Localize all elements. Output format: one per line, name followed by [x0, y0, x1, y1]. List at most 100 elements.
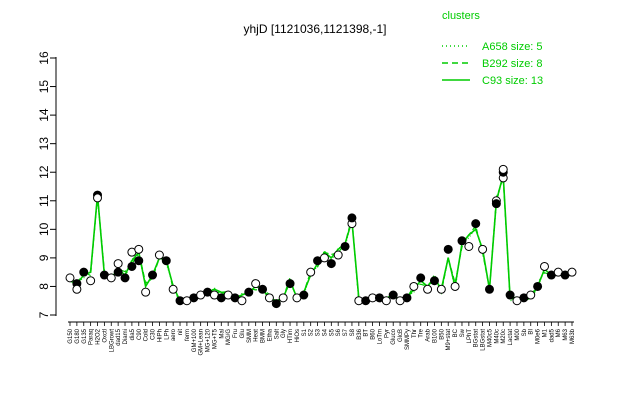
x-tick-label: M20c: [501, 329, 507, 344]
data-point: [505, 290, 515, 300]
x-tick-label: dad5: [549, 328, 555, 342]
data-point: [72, 284, 82, 294]
x-tick-label: LoTm: [377, 329, 383, 344]
x-tick-label: ferm: [185, 329, 191, 341]
data-point: [148, 270, 158, 280]
data-point: [264, 293, 274, 303]
x-tick-label: Heat: [254, 329, 260, 342]
data-point: [478, 244, 488, 254]
x-tick-label: Paraq: [89, 329, 95, 345]
x-tick-label: Mal: [219, 329, 225, 339]
x-tick-label: LPhT: [467, 329, 473, 344]
x-tick-label: G135: [82, 328, 88, 343]
data-point: [79, 267, 89, 277]
data-point: [450, 281, 460, 291]
x-tick-label: LPh: [164, 329, 170, 340]
y-tick-label: 8: [37, 283, 51, 290]
x-tick-label: HiPh: [157, 329, 163, 342]
y-tick-label: 15: [37, 80, 51, 94]
data-point: [347, 213, 357, 223]
y-tick-label: 12: [37, 165, 51, 179]
x-tick-label: S6: [336, 328, 342, 336]
x-tick-label: Sw: [460, 328, 466, 337]
data-point: [113, 267, 123, 277]
x-tick-label: Diami: [123, 329, 129, 344]
data-point: [93, 193, 103, 203]
x-tick-label: M00: [515, 328, 521, 340]
data-point: [271, 299, 281, 309]
data-point: [484, 284, 494, 294]
chart-title: yhjD [1121036,1121398,-1]: [244, 22, 387, 36]
x-tick-label: S4: [322, 328, 328, 336]
x-tick-label: GM+Lean: [199, 329, 205, 356]
data-point: [429, 276, 439, 286]
data-point: [161, 256, 171, 266]
data-point: [340, 241, 350, 251]
x-tick-label: S5: [329, 328, 335, 336]
x-tick-label: M0e6: [536, 328, 542, 344]
x-tick-label: Salt: [274, 329, 280, 340]
x-tick-label: M63: [563, 328, 569, 340]
x-tick-label: G180: [75, 328, 81, 343]
data-point: [319, 253, 329, 263]
x-tick-label: Pyr: [384, 329, 390, 338]
data-point: [457, 236, 467, 246]
x-tick-label: B100: [432, 328, 438, 343]
y-axis-ticks: 7 8 9 10 11 12 13 14 15 16: [37, 51, 56, 318]
data-point: [567, 267, 577, 277]
x-tick-label: B50: [439, 328, 445, 339]
x-tick-label: G150: [68, 328, 74, 343]
x-tick-label: Fru: [233, 329, 239, 338]
x-tick-label: Arab: [426, 328, 432, 341]
x-tick-label: GlcB: [398, 329, 404, 342]
data-point: [491, 199, 501, 209]
data-point: [134, 256, 144, 266]
legend-entry-b292: B292 size: 8: [482, 58, 543, 70]
data-point: [498, 164, 508, 174]
data-point: [65, 273, 75, 283]
x-tick-label: MG+T5: [212, 328, 218, 349]
y-tick-label: 9: [37, 254, 51, 261]
data-point: [436, 284, 446, 294]
data-point: [127, 261, 137, 271]
data-point: [285, 279, 295, 289]
x-tick-label: Tre: [419, 328, 425, 337]
x-tick-label: B60: [371, 328, 377, 339]
x-tick-label: S1: [302, 328, 308, 336]
x-tick-label: BMM: [261, 329, 267, 343]
x-tick-label: dia5: [130, 328, 136, 340]
x-tick-label: Etha: [267, 328, 273, 341]
data-point: [471, 219, 481, 229]
x-tick-label: LBGstat: [481, 329, 487, 351]
x-axis-ticks: G150 G180 G135 Paraq H2O2 Oxctl LBGrowt dad15 Di…: [68, 322, 576, 356]
data-point: [244, 287, 254, 297]
x-tick-label: M1: [542, 328, 548, 337]
x-tick-label: LBGrowt: [109, 329, 115, 353]
x-tick-label: dad15: [116, 328, 122, 345]
x-tick-label: Glu: [240, 329, 246, 338]
x-tick-label: B36: [357, 328, 363, 339]
series-line-solid: [69, 174, 572, 302]
x-tick-label: BGstat: [474, 329, 480, 348]
x-tick-label: Lactat: [508, 329, 514, 346]
x-tick-label: Oxctl: [102, 329, 108, 343]
x-tick-label: H2O2: [96, 328, 102, 344]
y-tick-label: 11: [37, 194, 51, 207]
x-tick-label: S3: [316, 328, 322, 336]
y-tick-label: 13: [37, 137, 51, 151]
legend-entry-c93: C93 size: 13: [482, 75, 543, 87]
x-tick-label: BT: [364, 329, 370, 337]
data-point: [306, 267, 316, 277]
data-point: [237, 296, 247, 306]
x-tick-label: aero: [171, 328, 177, 341]
x-tick-label: C90: [137, 328, 143, 340]
data-point: [141, 287, 151, 297]
x-tick-label: Sb: [522, 328, 528, 336]
x-tick-label: Cold: [144, 329, 150, 341]
data-point: [251, 279, 261, 289]
x-tick-label: nit: [178, 329, 184, 336]
data-point: [154, 250, 164, 260]
x-tick-label: BI: [529, 329, 535, 335]
data-points: [65, 164, 577, 309]
